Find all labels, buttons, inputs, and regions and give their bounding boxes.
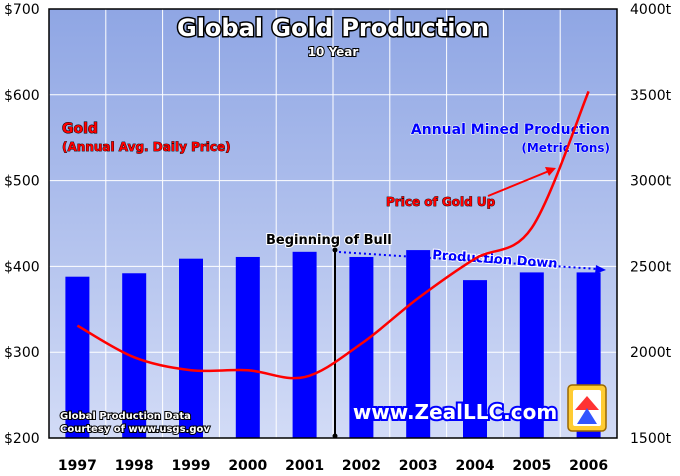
right-tick-label: 3000t (630, 174, 672, 190)
left-tick-label: $400 (4, 259, 40, 275)
right-axis: 1500t 2000t 2500t 3000t 3500t 4000t (630, 2, 672, 447)
gold-price-series-line (76, 90, 590, 380)
x-tick-label: 2004 (456, 458, 495, 474)
bars (65, 250, 601, 438)
chart-title: Global Gold Production (177, 14, 489, 42)
x-tick-label: 2003 (399, 458, 438, 474)
left-tick-label: $500 (4, 174, 40, 190)
source-note-line2: Courtesy of www.usgs.gov (60, 424, 210, 435)
production-down-arrowhead (595, 265, 606, 274)
left-axis: $200 $300 $400 $500 $600 $700 (4, 2, 40, 447)
grid (49, 9, 617, 438)
x-axis: 1997 1998 1999 2000 2001 2002 2003 2004 2005 2006 (58, 458, 608, 474)
zeal-logo-icon (567, 384, 607, 432)
left-tick-label: $600 (4, 88, 40, 104)
right-tick-label: 1500t (630, 431, 672, 447)
price-line (76, 90, 590, 380)
price-up-arrowhead (545, 167, 556, 176)
price-up-annotation: Price of Gold Up (386, 195, 496, 209)
right-tick-label: 2000t (630, 345, 672, 361)
x-tick-label: 2002 (342, 458, 381, 474)
chart-subtitle: 10 Year (308, 45, 359, 59)
price-up-arrow (487, 170, 550, 197)
gold-series-label: Gold (62, 121, 98, 137)
x-tick-label: 1998 (115, 458, 154, 474)
production-series-sublabel: (Metric Tons) (521, 141, 610, 155)
gold-series-sublabel: (Annual Avg. Daily Price) (62, 140, 231, 154)
bull-annotation: Beginning of Bull (266, 233, 392, 248)
left-tick-label: $300 (4, 345, 40, 361)
bull-marker-dot-top (332, 247, 338, 253)
source-note-line1: Global Production Data (60, 411, 191, 422)
production-bar-1999 (179, 258, 203, 438)
production-bar-2003 (406, 250, 431, 438)
production-series-label: Annual Mined Production (411, 122, 610, 138)
left-tick-label: $200 (4, 431, 40, 447)
production-bar-2005 (519, 272, 544, 438)
production-bar-2004 (463, 280, 487, 438)
x-tick-label: 1999 (172, 458, 211, 474)
plot-border (48, 8, 618, 439)
x-tick-label: 2006 (569, 458, 608, 474)
right-tick-label: 3500t (630, 88, 672, 104)
right-tick-label: 4000t (630, 2, 672, 18)
left-tick-label: $700 (4, 2, 40, 18)
watermark: www.ZealLLC.com (353, 400, 557, 424)
right-tick-label: 2500t (630, 259, 672, 275)
production-bar-2001 (292, 251, 317, 438)
x-tick-label: 2001 (285, 458, 324, 474)
production-bar-1998 (122, 273, 147, 438)
x-tick-label: 2000 (228, 458, 267, 474)
production-bar-1997 (65, 276, 90, 438)
x-tick-label: 1997 (58, 458, 97, 474)
production-down-arrow (338, 251, 599, 270)
x-tick-label: 2005 (512, 458, 551, 474)
production-bar-2000 (235, 256, 260, 438)
production-bar-2002 (349, 256, 374, 438)
